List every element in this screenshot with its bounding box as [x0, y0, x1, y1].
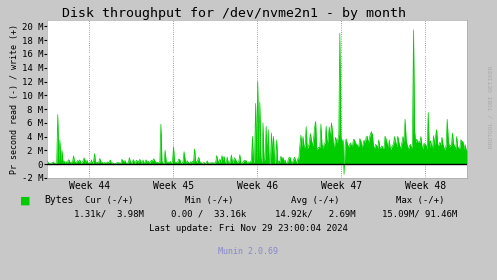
Text: Max (-/+): Max (-/+) — [396, 196, 444, 205]
Text: RRDTOOL / TOBI OETIKER: RRDTOOL / TOBI OETIKER — [489, 65, 494, 148]
Text: Bytes: Bytes — [45, 195, 74, 205]
Text: ■: ■ — [19, 195, 30, 205]
Y-axis label: Pr second read (-) / write (+): Pr second read (-) / write (+) — [10, 24, 19, 174]
Text: Avg (-/+): Avg (-/+) — [291, 196, 340, 205]
Text: Disk throughput for /dev/nvme2n1 - by month: Disk throughput for /dev/nvme2n1 - by mo… — [62, 7, 406, 20]
Text: 14.92k/   2.69M: 14.92k/ 2.69M — [275, 210, 356, 219]
Text: 15.09M/ 91.46M: 15.09M/ 91.46M — [382, 210, 458, 219]
Text: Last update: Fri Nov 29 23:00:04 2024: Last update: Fri Nov 29 23:00:04 2024 — [149, 224, 348, 233]
Text: 1.31k/  3.98M: 1.31k/ 3.98M — [75, 210, 144, 219]
Text: Min (-/+): Min (-/+) — [184, 196, 233, 205]
Text: 0.00 /  33.16k: 0.00 / 33.16k — [171, 210, 247, 219]
Text: Munin 2.0.69: Munin 2.0.69 — [219, 248, 278, 256]
Text: Cur (-/+): Cur (-/+) — [85, 196, 134, 205]
